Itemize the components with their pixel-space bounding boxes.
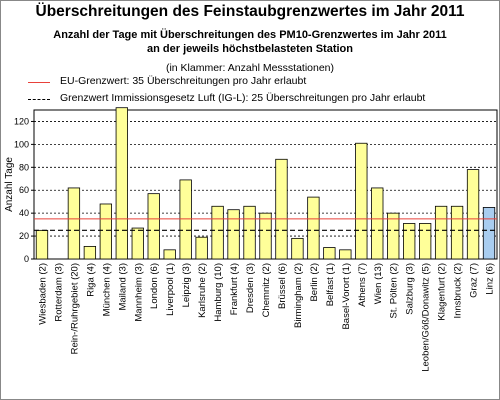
x-tick-label: Athens (7) (357, 263, 368, 307)
chart-note: (in Klammer: Anzahl Messstationen) (165, 62, 335, 74)
y-axis-label: Anzahl Tage (4, 157, 15, 212)
legend-eu-line (28, 82, 50, 83)
bar (419, 223, 432, 260)
bar (243, 205, 256, 260)
y-tick-label: 60 (19, 185, 29, 195)
x-tick-label: München (4) (101, 263, 112, 316)
x-tick-label: Wiesbaden (2) (37, 263, 48, 325)
bar (83, 245, 97, 260)
x-tick-label: Graz (7) (469, 263, 480, 298)
legend-eu-label: EU-Grenzwert: 35 Überschreitungen pro Ja… (60, 75, 307, 87)
bar (179, 179, 192, 260)
x-tick-label: Wien (13) (373, 263, 384, 304)
bar (147, 193, 160, 260)
bar (211, 205, 224, 260)
bar (227, 209, 240, 260)
x-tick-label: Frankfurt (4) (229, 263, 240, 315)
legend-igl-label: Grenzwert Immissionsgesetz Luft (IG-L): … (60, 92, 426, 104)
x-tick-label: Rein-/Ruhrgebiet (20) (69, 263, 80, 354)
x-tick-label: Chemnitz (2) (261, 263, 272, 317)
bar (482, 207, 496, 260)
x-tick-label: Innsbruck (2) (453, 263, 464, 318)
bar (466, 169, 480, 260)
chart-subtitle-line1: Anzahl der Tage mit Überschreitungen des… (53, 29, 447, 41)
bar (387, 212, 400, 260)
y-tick-label: 120 (14, 116, 29, 126)
x-tick-label: Leoben/Göß/Donawitz (5) (421, 263, 432, 372)
x-tick-label: London (6) (149, 263, 160, 309)
x-tick-label: Riga (4) (85, 263, 96, 297)
x-tick-label: Mannheim (3) (133, 263, 144, 322)
x-tick-label: Karlsruhe (2) (197, 263, 208, 318)
bar (403, 223, 416, 260)
y-tick-label: 0 (24, 254, 29, 264)
x-tick-label: Liverpool (1) (165, 263, 176, 316)
x-tick-label: Dresden (3) (245, 263, 256, 313)
bar (371, 187, 384, 260)
legend-igl-line (28, 99, 50, 100)
x-tick-label: Mailand (3) (117, 263, 128, 311)
bar (434, 205, 448, 260)
x-tick-label: Linz (6) (485, 263, 496, 295)
bar (163, 249, 176, 260)
y-tick-label: 20 (19, 231, 29, 241)
bar (450, 205, 464, 260)
bar (259, 212, 272, 260)
x-tick-label: Rotterdam (3) (53, 263, 64, 322)
y-tick-label: 80 (19, 162, 29, 172)
bar (355, 142, 368, 260)
x-tick-label: St. Pölten (2) (389, 263, 400, 318)
x-tick-label: Brüssel (6) (277, 263, 288, 309)
bar (35, 229, 49, 260)
x-tick-label: Basel-Vorort (1) (341, 263, 352, 330)
bar (67, 187, 81, 260)
bar (195, 236, 208, 260)
bar (99, 203, 112, 260)
bar (339, 249, 352, 260)
y-tick-label: 40 (19, 208, 29, 218)
x-tick-label: Berlin (2) (309, 263, 320, 302)
x-tick-label: Salzburg (3) (405, 263, 416, 315)
x-tick-label: Birmingham (2) (293, 263, 304, 328)
bar (131, 227, 144, 260)
x-tick-label: Belfast (1) (325, 263, 336, 306)
bar (307, 196, 320, 260)
bar (115, 107, 128, 260)
bar (291, 237, 304, 260)
x-tick-label: Leipzig (3) (181, 263, 192, 307)
chart-subtitle-line2: an der jeweils höchstbelasteten Station (147, 43, 353, 55)
x-tick-label: Klagenfurt (2) (437, 263, 448, 321)
y-tick-label: 100 (14, 139, 29, 149)
x-tick-label: Hamburg (10) (213, 263, 224, 322)
chart-title: Überschreitungen des Feinstaubgrenzwerte… (35, 3, 465, 20)
bar (323, 247, 336, 260)
bar (275, 158, 288, 260)
